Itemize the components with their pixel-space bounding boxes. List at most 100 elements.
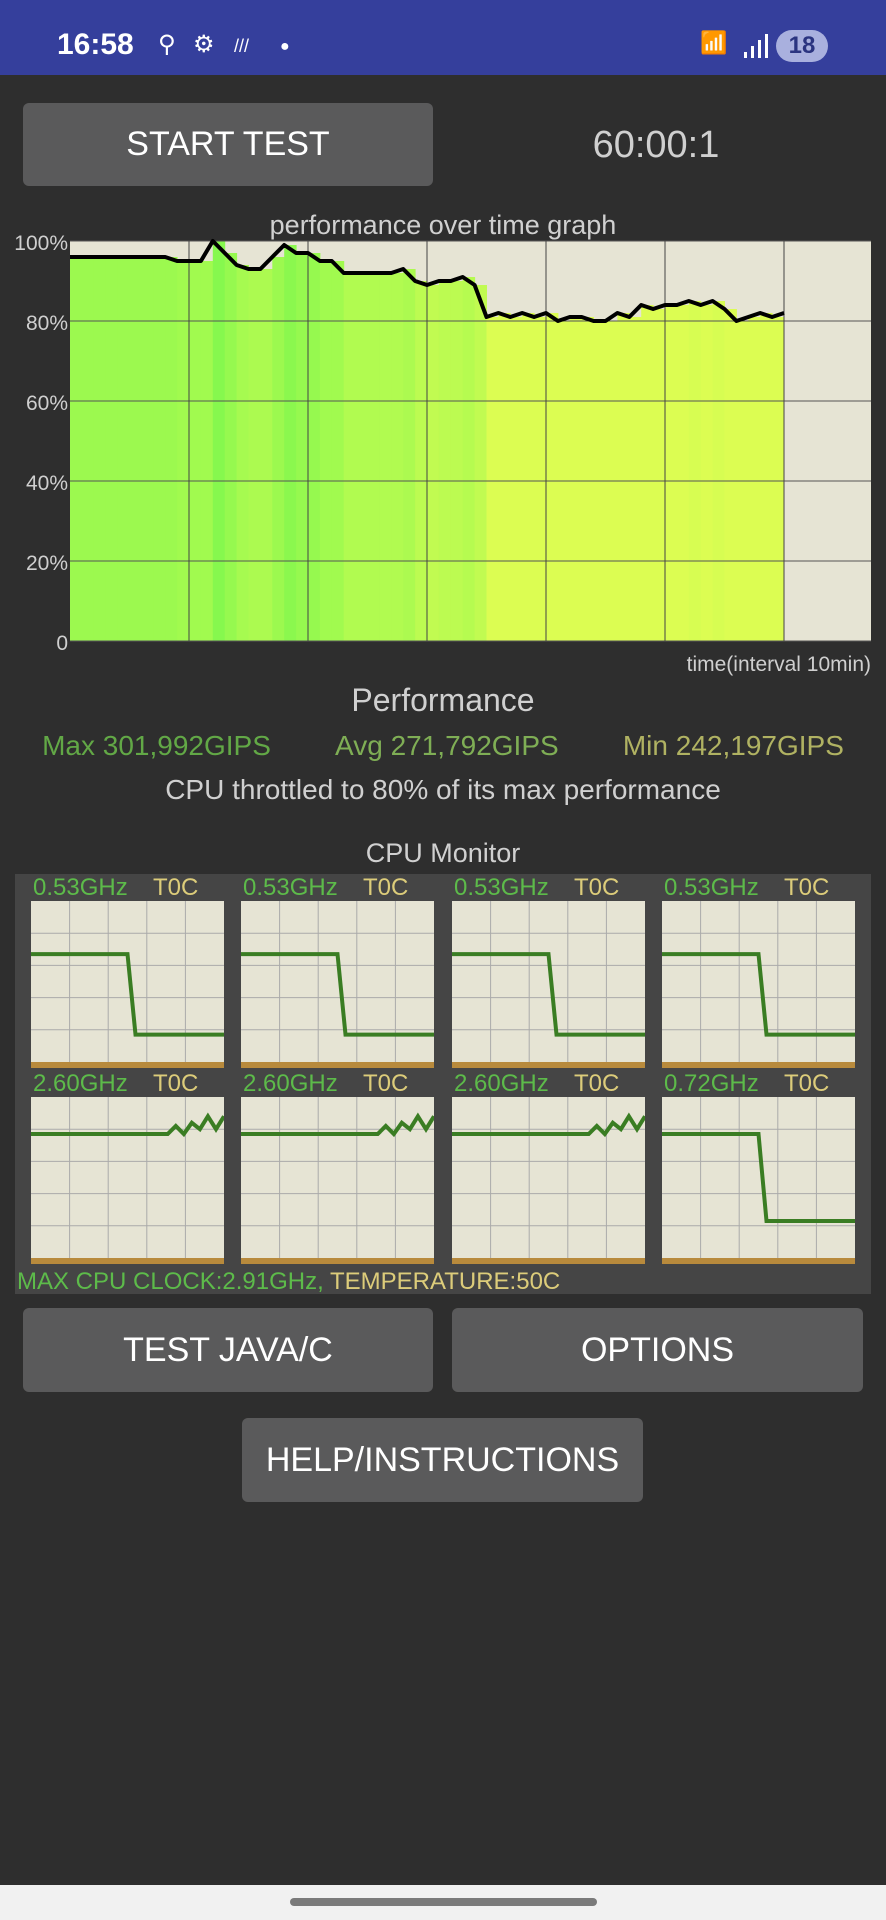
options-button[interactable]: OPTIONS bbox=[452, 1308, 863, 1392]
max-stat: Max 301,992GIPS bbox=[42, 730, 271, 761]
max-cpu-clock: MAX CPU CLOCK:2.91GHz, bbox=[17, 1268, 324, 1295]
performance-fill-bar bbox=[284, 245, 297, 641]
core-temperature: T0C bbox=[153, 1070, 199, 1097]
temperature: TEMPERATURE:50C bbox=[329, 1268, 561, 1295]
core-graph bbox=[452, 901, 645, 1068]
y-tick-label: 20% bbox=[26, 552, 68, 575]
performance-fill-bar bbox=[70, 257, 83, 641]
core-temperature: T0C bbox=[363, 874, 409, 901]
core-graph-background bbox=[662, 1097, 855, 1264]
test-java-c-button[interactable]: TEST JAVA/C bbox=[23, 1308, 433, 1392]
performance-fill-bar bbox=[653, 309, 666, 641]
performance-fill-bar bbox=[296, 253, 309, 641]
throttle-text: CPU throttled to 80% of its max performa… bbox=[165, 774, 721, 805]
performance-fill-bar bbox=[581, 317, 595, 641]
performance-fill-bar bbox=[248, 269, 261, 641]
core-graph bbox=[662, 1097, 855, 1264]
core-graph bbox=[241, 1097, 434, 1264]
chart-title: performance over time graph bbox=[270, 210, 617, 240]
core-frequency-line bbox=[241, 952, 434, 1037]
performance-fill-bar bbox=[105, 257, 119, 641]
performance-fill-bar bbox=[629, 317, 642, 641]
y-tick-label: 80% bbox=[26, 312, 68, 335]
battery-indicator: 18 bbox=[776, 30, 828, 62]
performance-fill-bar bbox=[676, 305, 690, 641]
core-frequency-line bbox=[241, 1112, 434, 1138]
core-frequency-line bbox=[662, 952, 855, 1037]
core-graph-baseline bbox=[241, 1258, 434, 1264]
performance-fill-bar bbox=[688, 301, 702, 641]
performance-fill-bar bbox=[93, 257, 107, 641]
location-icon: ⚲ bbox=[158, 31, 176, 58]
performance-fill-bar bbox=[177, 261, 190, 641]
help-instructions-button[interactable]: HELP/INSTRUCTIONS bbox=[242, 1418, 643, 1502]
core-graph-background bbox=[31, 1097, 224, 1264]
performance-fill-bar bbox=[367, 273, 380, 641]
home-gesture-handle[interactable] bbox=[290, 1898, 597, 1906]
performance-fill-bar bbox=[343, 273, 357, 641]
core-graph bbox=[662, 901, 855, 1068]
performance-fill-bar bbox=[510, 317, 523, 641]
core-frequency: 2.60GHz bbox=[243, 1070, 338, 1097]
start-test-button[interactable]: START TEST bbox=[23, 103, 433, 186]
core-graph-background bbox=[31, 901, 224, 1068]
performance-fill-bar bbox=[486, 317, 499, 641]
performance-fill-bar bbox=[272, 257, 285, 641]
core-graph-background bbox=[452, 1097, 645, 1264]
core-frequency: 0.72GHz bbox=[664, 1070, 759, 1097]
performance-fill-bar bbox=[260, 269, 273, 641]
y-tick-label: 0 bbox=[56, 632, 68, 655]
core-frequency: 0.53GHz bbox=[243, 874, 338, 901]
cpu-monitor-panel: 0.53GHz T0C 0.53GHz T0C 0.53GHz T0C 0.53GHz T0C… bbox=[15, 874, 871, 1294]
performance-fill-bar bbox=[129, 257, 142, 641]
core-graph-background bbox=[662, 901, 855, 1068]
performance-fill-bar bbox=[212, 241, 226, 641]
performance-fill-bar bbox=[415, 281, 428, 641]
performance-stats: Max 301,992GIPS Avg 271,792GIPS Min 242,… bbox=[0, 730, 886, 762]
core-graph-background bbox=[452, 901, 645, 1068]
performance-fill-bar bbox=[165, 257, 178, 641]
performance-fill-bar bbox=[498, 313, 511, 641]
core-graph-background bbox=[241, 1097, 434, 1264]
y-tick-label: 60% bbox=[26, 392, 68, 415]
timer: 60:00:1 bbox=[592, 124, 720, 166]
core-graph bbox=[31, 1097, 224, 1264]
performance-fill-bar bbox=[438, 281, 452, 641]
performance-fill-bar bbox=[403, 269, 416, 641]
status-bar: 16:58 ⚲ ⚙ /// ● 📶 18 bbox=[0, 0, 886, 75]
signal-icon bbox=[744, 34, 768, 58]
core-graph bbox=[452, 1097, 645, 1264]
core-graph-baseline bbox=[31, 1062, 224, 1068]
performance-fill-bar bbox=[224, 253, 238, 641]
core-temperature: T0C bbox=[574, 874, 620, 901]
performance-fill-bar bbox=[474, 285, 487, 641]
performance-fill-bar bbox=[331, 261, 345, 641]
core-frequency-line bbox=[662, 1132, 855, 1223]
performance-fill-bar bbox=[748, 317, 761, 641]
performance-fill-bar bbox=[569, 317, 583, 641]
y-tick-label: 100% bbox=[14, 232, 68, 255]
cpu-monitor-footer: MAX CPU CLOCK:2.91GHz, TEMPERATURE:50C bbox=[17, 1268, 560, 1296]
performance-fill-bar bbox=[391, 273, 404, 641]
core-graph-baseline bbox=[452, 1258, 645, 1264]
performance-fill-bar bbox=[153, 257, 166, 641]
core-temperature: T0C bbox=[574, 1070, 620, 1097]
performance-fill-bar bbox=[236, 265, 249, 641]
core-frequency: 2.60GHz bbox=[454, 1070, 549, 1097]
avg-stat: Avg 271,792GIPS bbox=[335, 730, 559, 761]
x-axis-label: time(interval 10min) bbox=[687, 653, 871, 676]
performance-fill-bar bbox=[712, 301, 725, 641]
core-graph bbox=[241, 901, 434, 1068]
performance-fill-bar bbox=[355, 273, 368, 641]
core-frequency-line bbox=[31, 1112, 224, 1138]
core-frequency: 0.53GHz bbox=[454, 874, 549, 901]
performance-fill-bar bbox=[462, 277, 476, 641]
performance-fill-bar bbox=[724, 309, 737, 641]
performance-fill-bar bbox=[534, 317, 547, 641]
performance-fill-bar bbox=[189, 261, 202, 641]
stripes-icon: /// bbox=[234, 36, 250, 56]
core-frequency: 0.53GHz bbox=[33, 874, 128, 901]
performance-fill-bar bbox=[308, 253, 321, 641]
core-frequency-line bbox=[452, 952, 645, 1037]
performance-fill-bar bbox=[81, 257, 95, 641]
